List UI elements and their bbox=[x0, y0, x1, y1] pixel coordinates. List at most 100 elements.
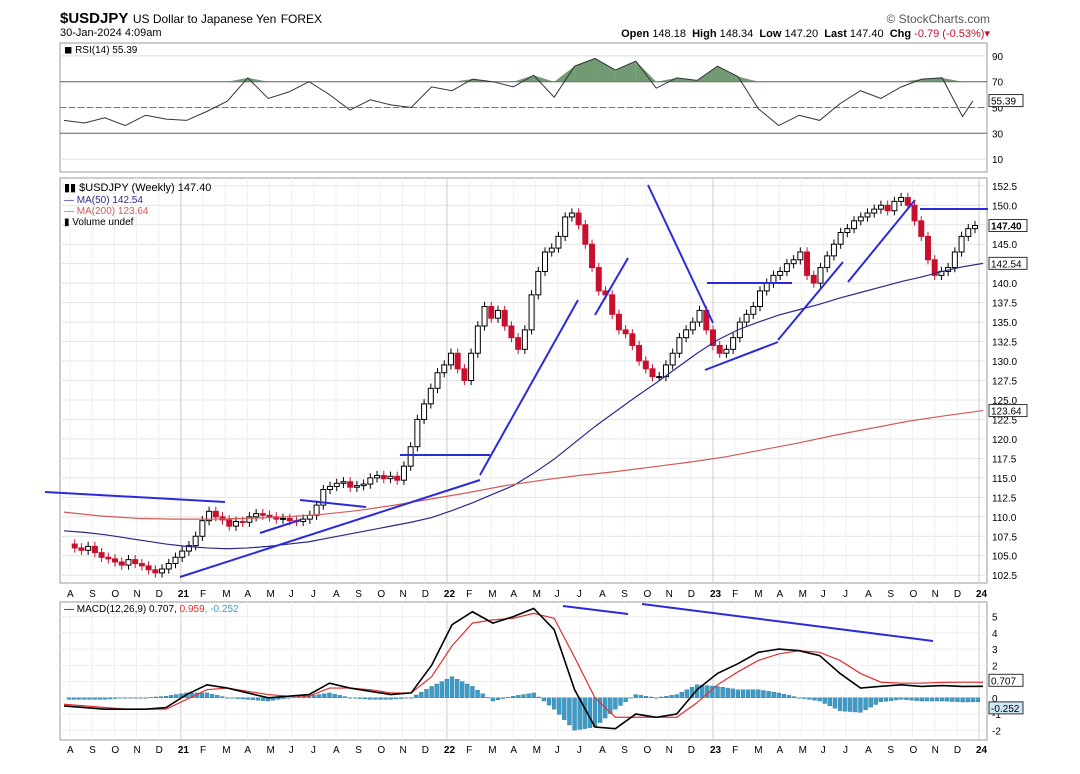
rsi-value-box bbox=[988, 94, 1024, 108]
trend-line bbox=[704, 341, 779, 371]
macd-x-label: A bbox=[599, 745, 606, 756]
rsi-overbought-fill bbox=[554, 66, 575, 82]
price-candle bbox=[683, 329, 690, 339]
price-tick-label: 152.5 bbox=[992, 182, 1017, 193]
last-price-box-text: 147.40 bbox=[991, 222, 1022, 233]
price-tick-label: 102.5 bbox=[992, 571, 1017, 582]
price-candle bbox=[582, 224, 589, 245]
price-candle bbox=[904, 196, 911, 206]
exchange: FOREX bbox=[280, 12, 323, 26]
price-candle bbox=[535, 270, 542, 296]
macd-histogram-bar bbox=[945, 697, 950, 702]
macd-x-label: J bbox=[555, 745, 560, 756]
macd-x-label: D bbox=[156, 745, 163, 756]
price-x-label: J bbox=[843, 589, 848, 600]
macd-histogram-bar bbox=[567, 697, 572, 726]
rsi-overbought-fill bbox=[921, 77, 943, 82]
rsi-overbought-fill bbox=[452, 79, 473, 82]
macd-histogram-bar bbox=[776, 692, 781, 698]
macd-histogram-bar bbox=[633, 694, 638, 698]
macd-x-label: M bbox=[533, 745, 541, 756]
macd-tick-label: 4 bbox=[992, 629, 998, 640]
macd-histogram-bar bbox=[894, 697, 899, 701]
price-candle bbox=[185, 545, 192, 552]
price-x-label: S bbox=[621, 589, 628, 600]
macd-histogram-bar bbox=[786, 695, 792, 698]
macd-histogram-bar bbox=[883, 697, 889, 702]
price-tick-label: 117.5 bbox=[992, 454, 1017, 465]
price-tick-label: 107.5 bbox=[992, 532, 1017, 543]
macd-histogram-bar bbox=[444, 678, 450, 698]
brand-label[interactable]: © StockCharts.com bbox=[886, 12, 990, 26]
macd-histogram-bar bbox=[909, 697, 914, 701]
rsi-tick-label: 90 bbox=[992, 52, 1004, 63]
macd-histogram-bar bbox=[725, 687, 730, 698]
macd-histogram-bar bbox=[807, 697, 812, 700]
price-candle bbox=[790, 259, 797, 265]
price-title: ▮▮ $USDJPY (Weekly) 147.40 bbox=[64, 182, 211, 194]
price-candle bbox=[132, 559, 139, 565]
price-candle bbox=[763, 282, 770, 292]
price-candle bbox=[824, 255, 831, 269]
price-x-label: M bbox=[799, 589, 807, 600]
macd-x-label: A bbox=[865, 745, 872, 756]
macd-tick-label: 3 bbox=[992, 645, 998, 656]
rsi-line bbox=[63, 57, 974, 127]
price-x-label: S bbox=[89, 589, 96, 600]
rsi-value-label: 55.39 bbox=[991, 97, 1016, 108]
macd-histogram-bar bbox=[837, 697, 843, 711]
price-candle bbox=[447, 352, 454, 366]
price-candle bbox=[152, 569, 159, 574]
price-x-label: N bbox=[932, 589, 939, 600]
price-x-label: D bbox=[422, 589, 429, 600]
price-candle bbox=[810, 274, 817, 284]
price-candle bbox=[709, 329, 716, 346]
price-candle bbox=[454, 352, 461, 370]
price-candle bbox=[575, 212, 582, 226]
macd-x-label: 23 bbox=[710, 745, 722, 756]
macd-x-label: N bbox=[134, 745, 141, 756]
price-x-label: A bbox=[244, 589, 251, 600]
macd-x-label: O bbox=[111, 745, 119, 756]
price-candle bbox=[192, 535, 199, 547]
macd-histogram-bar bbox=[756, 689, 761, 698]
price-candle bbox=[407, 446, 414, 467]
macd-histogram-bar bbox=[516, 695, 521, 698]
macd-histogram-bar bbox=[102, 697, 107, 700]
macd-histogram-bar bbox=[827, 697, 832, 707]
price-candle bbox=[891, 200, 898, 212]
macd-x-label: O bbox=[377, 745, 385, 756]
macd-trend-line bbox=[641, 603, 934, 642]
macd-histogram-bar bbox=[531, 692, 536, 698]
price-x-label: M bbox=[533, 589, 541, 600]
price-candle bbox=[380, 475, 387, 480]
trend-line bbox=[847, 199, 916, 283]
price-candle bbox=[770, 274, 777, 284]
ma200-line bbox=[63, 409, 984, 520]
macd-histogram-bar bbox=[225, 697, 230, 699]
macd-histogram-bar bbox=[761, 690, 766, 698]
macd-histogram-bar bbox=[863, 697, 868, 710]
macd-x-label: A bbox=[776, 745, 783, 756]
price-candle bbox=[347, 481, 354, 488]
price-candle bbox=[830, 243, 837, 257]
macd-histogram-bar bbox=[659, 696, 664, 698]
macd-x-label: F bbox=[200, 745, 206, 756]
macd-x-label: 21 bbox=[178, 745, 190, 756]
macd-x-label: A bbox=[67, 745, 74, 756]
price-candle bbox=[125, 559, 132, 566]
macd-histogram-bar bbox=[245, 697, 250, 700]
price-x-label: 24 bbox=[976, 589, 988, 600]
ma200-value-box bbox=[988, 404, 1028, 418]
macd-histogram-bar bbox=[597, 697, 603, 723]
price-candle bbox=[857, 216, 864, 222]
macd-tick-label: -1 bbox=[992, 710, 1001, 721]
price-candle bbox=[689, 321, 696, 331]
price-x-label: M bbox=[488, 589, 496, 600]
macd-histogram-bar bbox=[521, 694, 526, 698]
price-candle bbox=[441, 364, 448, 374]
price-candle bbox=[871, 208, 878, 214]
macd-histogram-bar bbox=[363, 697, 368, 700]
price-candle bbox=[965, 228, 972, 237]
price-candle bbox=[817, 267, 824, 284]
